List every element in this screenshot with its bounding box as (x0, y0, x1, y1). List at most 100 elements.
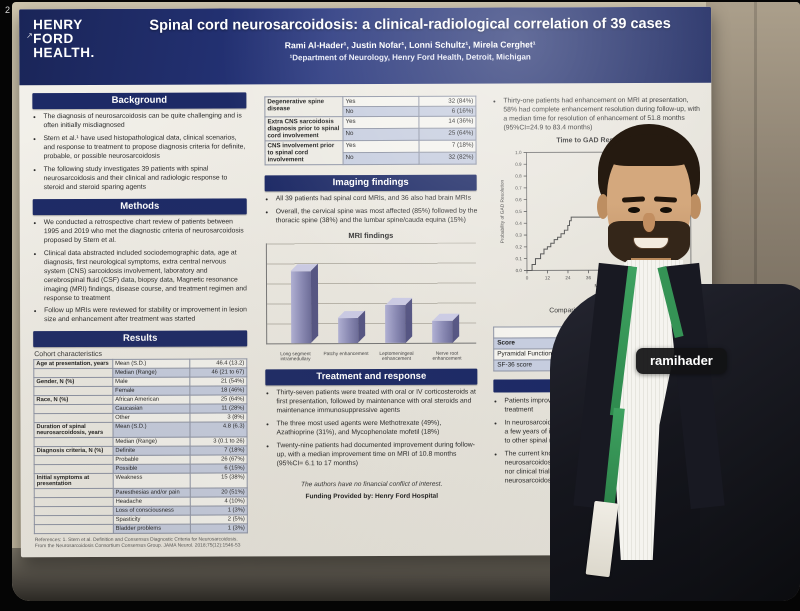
table-cell: 4.8 (6.3) (189, 422, 248, 438)
imaging-bullets: All 39 patients had spinal cord MRIs, an… (276, 195, 478, 227)
table-cell: 6 (16%) (418, 106, 476, 117)
section-header-imaging: Imaging findings (264, 174, 477, 192)
user-tag[interactable]: ramihader (636, 348, 727, 374)
table-cell: 1 (3%) (189, 506, 248, 516)
person-eye (628, 207, 640, 213)
svg-text:0.6: 0.6 (515, 197, 522, 202)
table-cell (33, 404, 113, 415)
svg-text:0.1: 0.1 (515, 256, 522, 261)
table-cell: Paresthesias and/or pain (113, 488, 190, 498)
person-ear (597, 194, 609, 219)
poster-column-left: Background The diagnosis of neurosarcoid… (27, 86, 253, 551)
bullet-item: We conducted a retrospective chart revie… (44, 218, 248, 246)
bar-chart-labels: Long segment intramedullary Patchy enhanc… (266, 352, 476, 364)
table-cell: Yes (342, 96, 419, 107)
cohort-table: Age at presentation, years Mean (S.D.) 46.… (33, 358, 248, 535)
table-row: CNS involvement prior to spinal cord inv… (265, 140, 477, 165)
table-cell: 32 (82%) (419, 152, 477, 165)
bar-label: Long segment intramedullary (280, 352, 311, 363)
chart-bar (374, 304, 416, 343)
table-cell: CNS involvement prior to spinal cord inv… (265, 140, 344, 165)
table-cell: 7 (18%) (419, 140, 477, 153)
table-cell: No (342, 106, 419, 117)
table-row: Initial symptoms at presentation Weakness… (34, 473, 248, 490)
table-cell: Gender, N (%) (33, 377, 113, 388)
svg-text:0.0: 0.0 (515, 268, 522, 273)
section-header-treatment: Treatment and response (265, 368, 478, 386)
bar (337, 317, 359, 344)
table-cell: 6 (15%) (189, 464, 248, 474)
table-cell: Initial symptoms at presentation (34, 473, 114, 490)
table-cell: 7 (18%) (189, 446, 248, 456)
table-cell: 3 (8%) (189, 413, 247, 423)
table-cell: 18 (46%) (189, 386, 247, 396)
bullet-item: Clinical data abstracted included sociod… (44, 249, 248, 304)
references: References: 1. Stern et al. Definition a… (34, 537, 241, 550)
section-header-results: Results (33, 330, 248, 348)
poster-affiliation: ¹Department of Neurology, Henry Ford Hea… (289, 52, 531, 63)
bullet-item: All 39 patients had spinal cord MRIs, an… (276, 195, 478, 205)
methods-bullets: We conducted a retrospective chart revie… (44, 218, 248, 325)
person-mustache (629, 229, 671, 236)
bullet-item: Stern et al.¹ have used histopathologica… (43, 134, 247, 162)
table-cell: Probable (112, 455, 190, 465)
svg-text:1.0: 1.0 (515, 150, 522, 155)
table-cell: 26 (67%) (189, 455, 248, 465)
table-cell: 2 (5%) (189, 515, 248, 525)
svg-text:36: 36 (585, 275, 591, 280)
table-cell: 4 (10%) (189, 497, 248, 507)
person-smile (633, 237, 669, 249)
poster-authors: Rami Al-Hader¹, Justin Nofar¹, Lonni Sch… (284, 39, 536, 51)
person-eye (660, 207, 672, 213)
svg-text:0.7: 0.7 (515, 185, 522, 190)
table-cell (34, 464, 113, 475)
bullet-item: Thirty-seven patients were treated with … (276, 389, 478, 417)
cohort-table-caption: Cohort characteristics (34, 351, 102, 359)
bar (385, 304, 406, 343)
svg-text:0.2: 0.2 (515, 244, 522, 249)
table-cell: Weakness (112, 473, 190, 489)
table-cell: Duration of spinal neurosarcoidosis, yea… (33, 422, 113, 439)
bullet-item: The following study investigates 39 pati… (44, 165, 248, 193)
chart-title: MRI findings (348, 230, 394, 240)
table-cell: Bladder problems (113, 524, 190, 534)
table-cell: Female (112, 386, 190, 396)
bullet-item: Twenty-nine patients had documented impr… (277, 441, 479, 469)
table-cell (34, 524, 114, 535)
treatment-bullets: Thirty-seven patients were treated with … (276, 389, 478, 469)
bar-chart-bars (267, 243, 476, 344)
table-cell: 20 (51%) (189, 488, 248, 498)
svg-text:0.3: 0.3 (515, 233, 522, 238)
bar-label: Nerve root enhancement (432, 351, 462, 363)
table-cell: 21 (54%) (189, 377, 247, 387)
poster-header: ↗ HENRY FORD HEALTH. Spinal cord neurosa… (19, 6, 712, 86)
table-row: Duration of spinal neurosarcoidosis, yea… (33, 422, 248, 439)
enhancement-bullet: Thirty-one patients had enhancement on M… (503, 97, 701, 134)
poster-title: Spinal cord neurosarcoidosis: a clinical… (149, 15, 671, 34)
table-cell: Headache (113, 497, 190, 507)
table-cell: Definite (112, 446, 190, 456)
table-cell (34, 488, 114, 499)
person-nose (643, 213, 655, 232)
bar (432, 321, 453, 343)
table-cell: 46.4 (13.2) (189, 359, 247, 369)
table-cell: 46 (21 to 67) (189, 368, 247, 378)
table-cell: Mean (S.D.) (112, 359, 190, 369)
table-cell: African American (112, 395, 190, 405)
funding-statement: Funding Provided by: Henry Ford Hospital (305, 492, 439, 500)
table-cell: Yes (343, 140, 420, 153)
table-cell: 15 (38%) (189, 473, 248, 489)
table-cell: 11 (28%) (189, 404, 247, 414)
table-cell: 1 (3%) (189, 524, 248, 534)
bar-chart-plot (265, 242, 477, 345)
conference-photo: ↗ HENRY FORD HEALTH. Spinal cord neurosa… (12, 2, 800, 601)
chart-bar (422, 321, 464, 343)
table-row: Bladder problems 1 (3%) (34, 524, 248, 535)
table-cell: Median (Range) (112, 437, 190, 447)
table-cell (34, 455, 113, 466)
table-cell (33, 413, 113, 424)
bullet-item: Thirty-one patients had enhancement on M… (503, 97, 701, 134)
bullet-item: Follow up MRIs were reviewed for stabili… (44, 307, 248, 326)
svg-text:12: 12 (544, 275, 550, 280)
